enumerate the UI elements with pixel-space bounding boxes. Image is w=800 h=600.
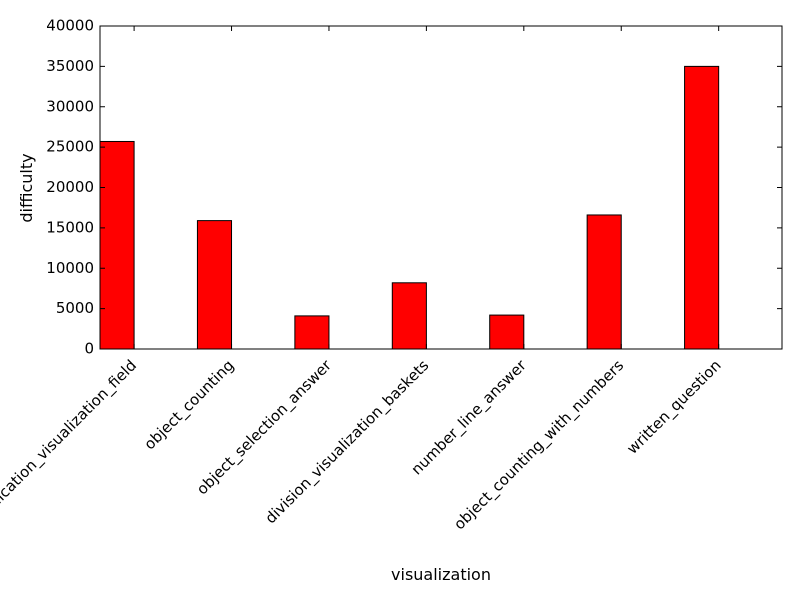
y-tick-label-10000: 10000 <box>46 259 94 277</box>
bar-number-line-answer <box>489 314 525 350</box>
x-tick-label-object-counting: object_counting <box>140 356 238 454</box>
x-tick-label-division-visualization-baskets: division_visualization_baskets <box>261 356 433 528</box>
x-tick-labels: multiplication_visualization_field object… <box>0 356 725 542</box>
bar-written-question <box>684 65 720 350</box>
x-axis-label: visualization <box>391 565 491 584</box>
bar-object-selection-answer <box>294 315 330 350</box>
y-tick-label-15000: 15000 <box>46 218 94 236</box>
bars-group <box>99 65 720 350</box>
x-tick-label-multiplication-visualization-field: multiplication_visualization_field <box>0 356 141 542</box>
y-tick-label-0: 0 <box>84 340 94 358</box>
bar-object-counting <box>196 220 233 350</box>
y-tick-label-30000: 30000 <box>46 97 94 115</box>
bar-division-visualization-baskets <box>391 282 427 350</box>
plot-frame <box>99 25 783 350</box>
y-tick-label-40000: 40000 <box>46 17 94 35</box>
x-tick-label-object-counting-with-numbers: object_counting_with_numbers <box>450 356 628 534</box>
ticks-group <box>100 25 782 350</box>
y-tick-labels: 0 5000 10000 15000 20000 25000 30000 35000 40000 <box>46 17 94 358</box>
y-tick-label-20000: 20000 <box>46 178 94 196</box>
y-tick-label-5000: 5000 <box>56 299 94 317</box>
y-tick-label-35000: 35000 <box>46 57 94 75</box>
x-tick-label-written-question: written_question <box>623 356 725 458</box>
bar-object-counting-with-numbers <box>586 214 622 350</box>
bar-multiplication-visualization-field <box>99 140 135 350</box>
y-axis-label: difficulty <box>17 153 36 222</box>
y-tick-label-25000: 25000 <box>46 138 94 156</box>
